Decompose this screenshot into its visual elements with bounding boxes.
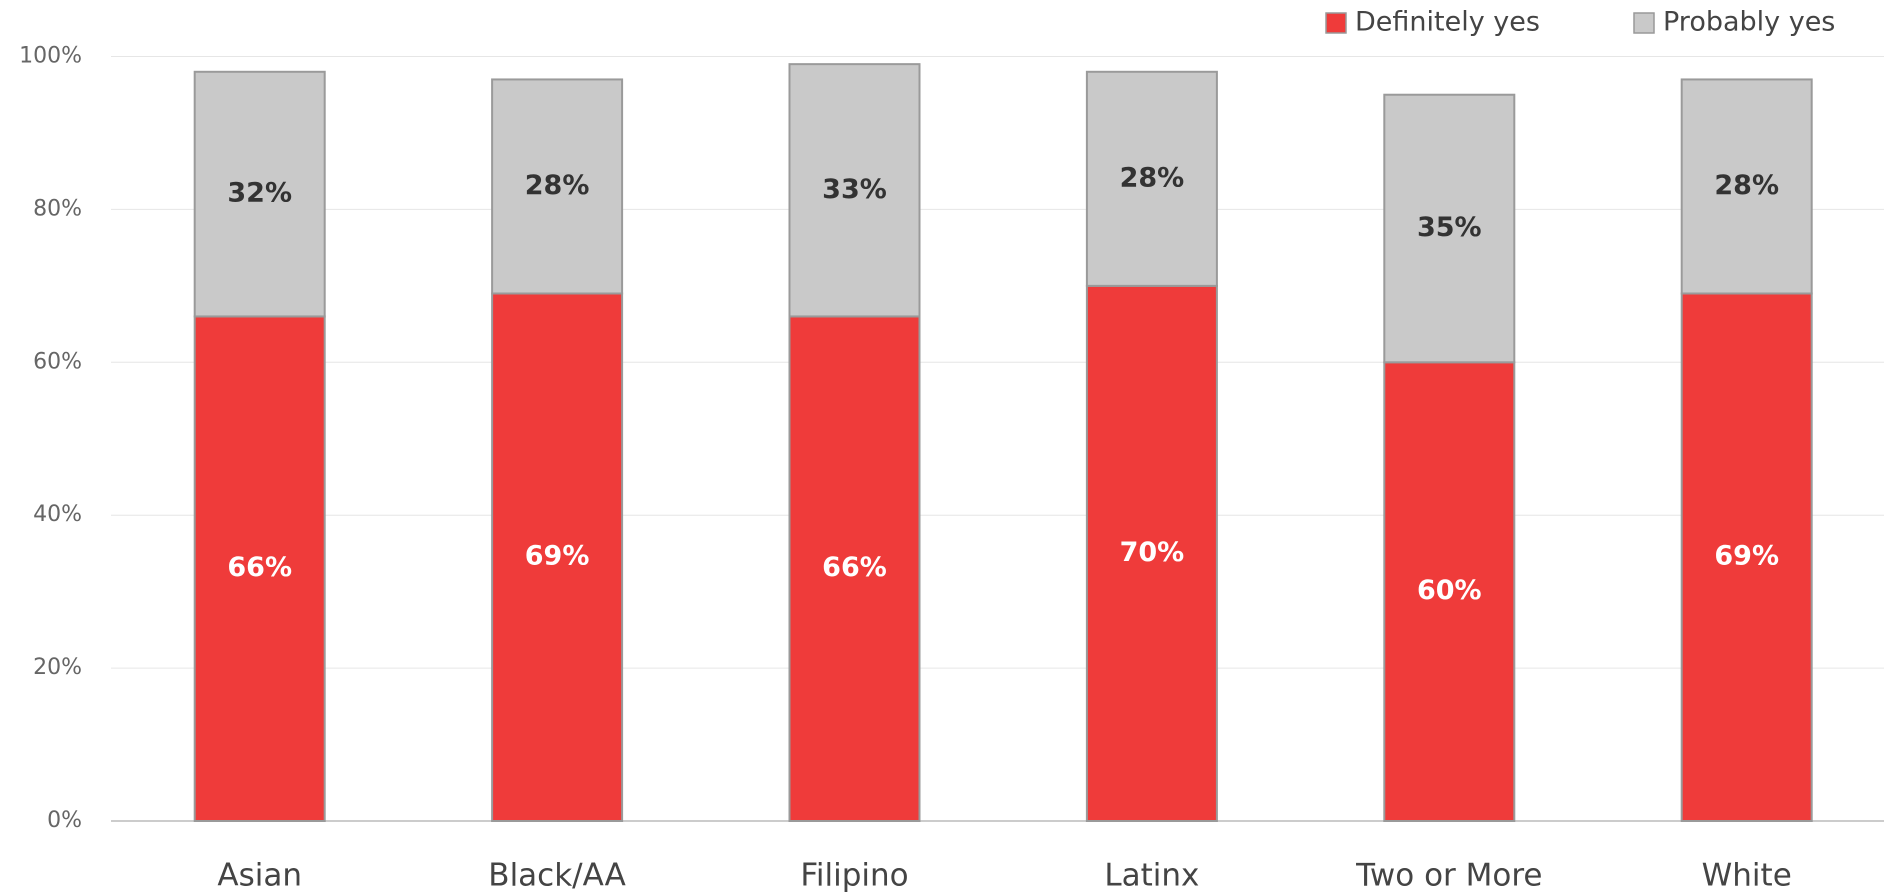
y-tick-label: 20%: [33, 655, 82, 680]
y-tick-label: 0%: [47, 808, 82, 833]
data-label: 69%: [525, 541, 590, 572]
data-label: 66%: [822, 552, 887, 583]
legend-label: Probably yes: [1663, 7, 1835, 38]
bar-segment: [193, 70, 326, 318]
x-tick-label: Asian: [217, 858, 302, 894]
bar-segment: [491, 78, 624, 295]
bar-segment: [1383, 93, 1516, 364]
x-tick-label: Black/AA: [488, 858, 626, 894]
bar-segment: [1383, 361, 1516, 822]
data-label: 70%: [1120, 537, 1185, 568]
legend-swatch: [1325, 12, 1347, 34]
y-tick-label: 100%: [19, 44, 82, 69]
data-label: 32%: [227, 178, 292, 209]
y-tick-label: 80%: [33, 196, 82, 221]
bar-segment: [1085, 70, 1218, 287]
x-tick-label: White: [1702, 858, 1792, 894]
data-label: 35%: [1417, 212, 1482, 243]
data-label: 28%: [1120, 162, 1185, 193]
x-tick-label: Latinx: [1104, 858, 1199, 894]
x-tick-label: Two or More: [1355, 858, 1542, 894]
y-tick-label: 60%: [33, 349, 82, 374]
x-tick-label: Filipino: [800, 858, 908, 894]
bar-segment: [788, 315, 921, 822]
bar-segment: [788, 63, 921, 318]
bar-segment: [1085, 284, 1218, 823]
data-label: 60%: [1417, 575, 1482, 606]
bar-segment: [193, 315, 326, 822]
y-tick-label: 40%: [33, 502, 82, 527]
bar-segment: [491, 292, 624, 822]
legend-label: Definitely yes: [1355, 7, 1540, 38]
data-label: 28%: [1714, 170, 1779, 201]
data-label: 69%: [1714, 541, 1779, 572]
data-label: 66%: [227, 552, 292, 583]
data-label: 33%: [822, 174, 887, 205]
bar-segment: [1680, 78, 1813, 295]
legend-swatch: [1633, 12, 1655, 34]
data-label: 28%: [525, 170, 590, 201]
bar-segment: [1680, 292, 1813, 822]
